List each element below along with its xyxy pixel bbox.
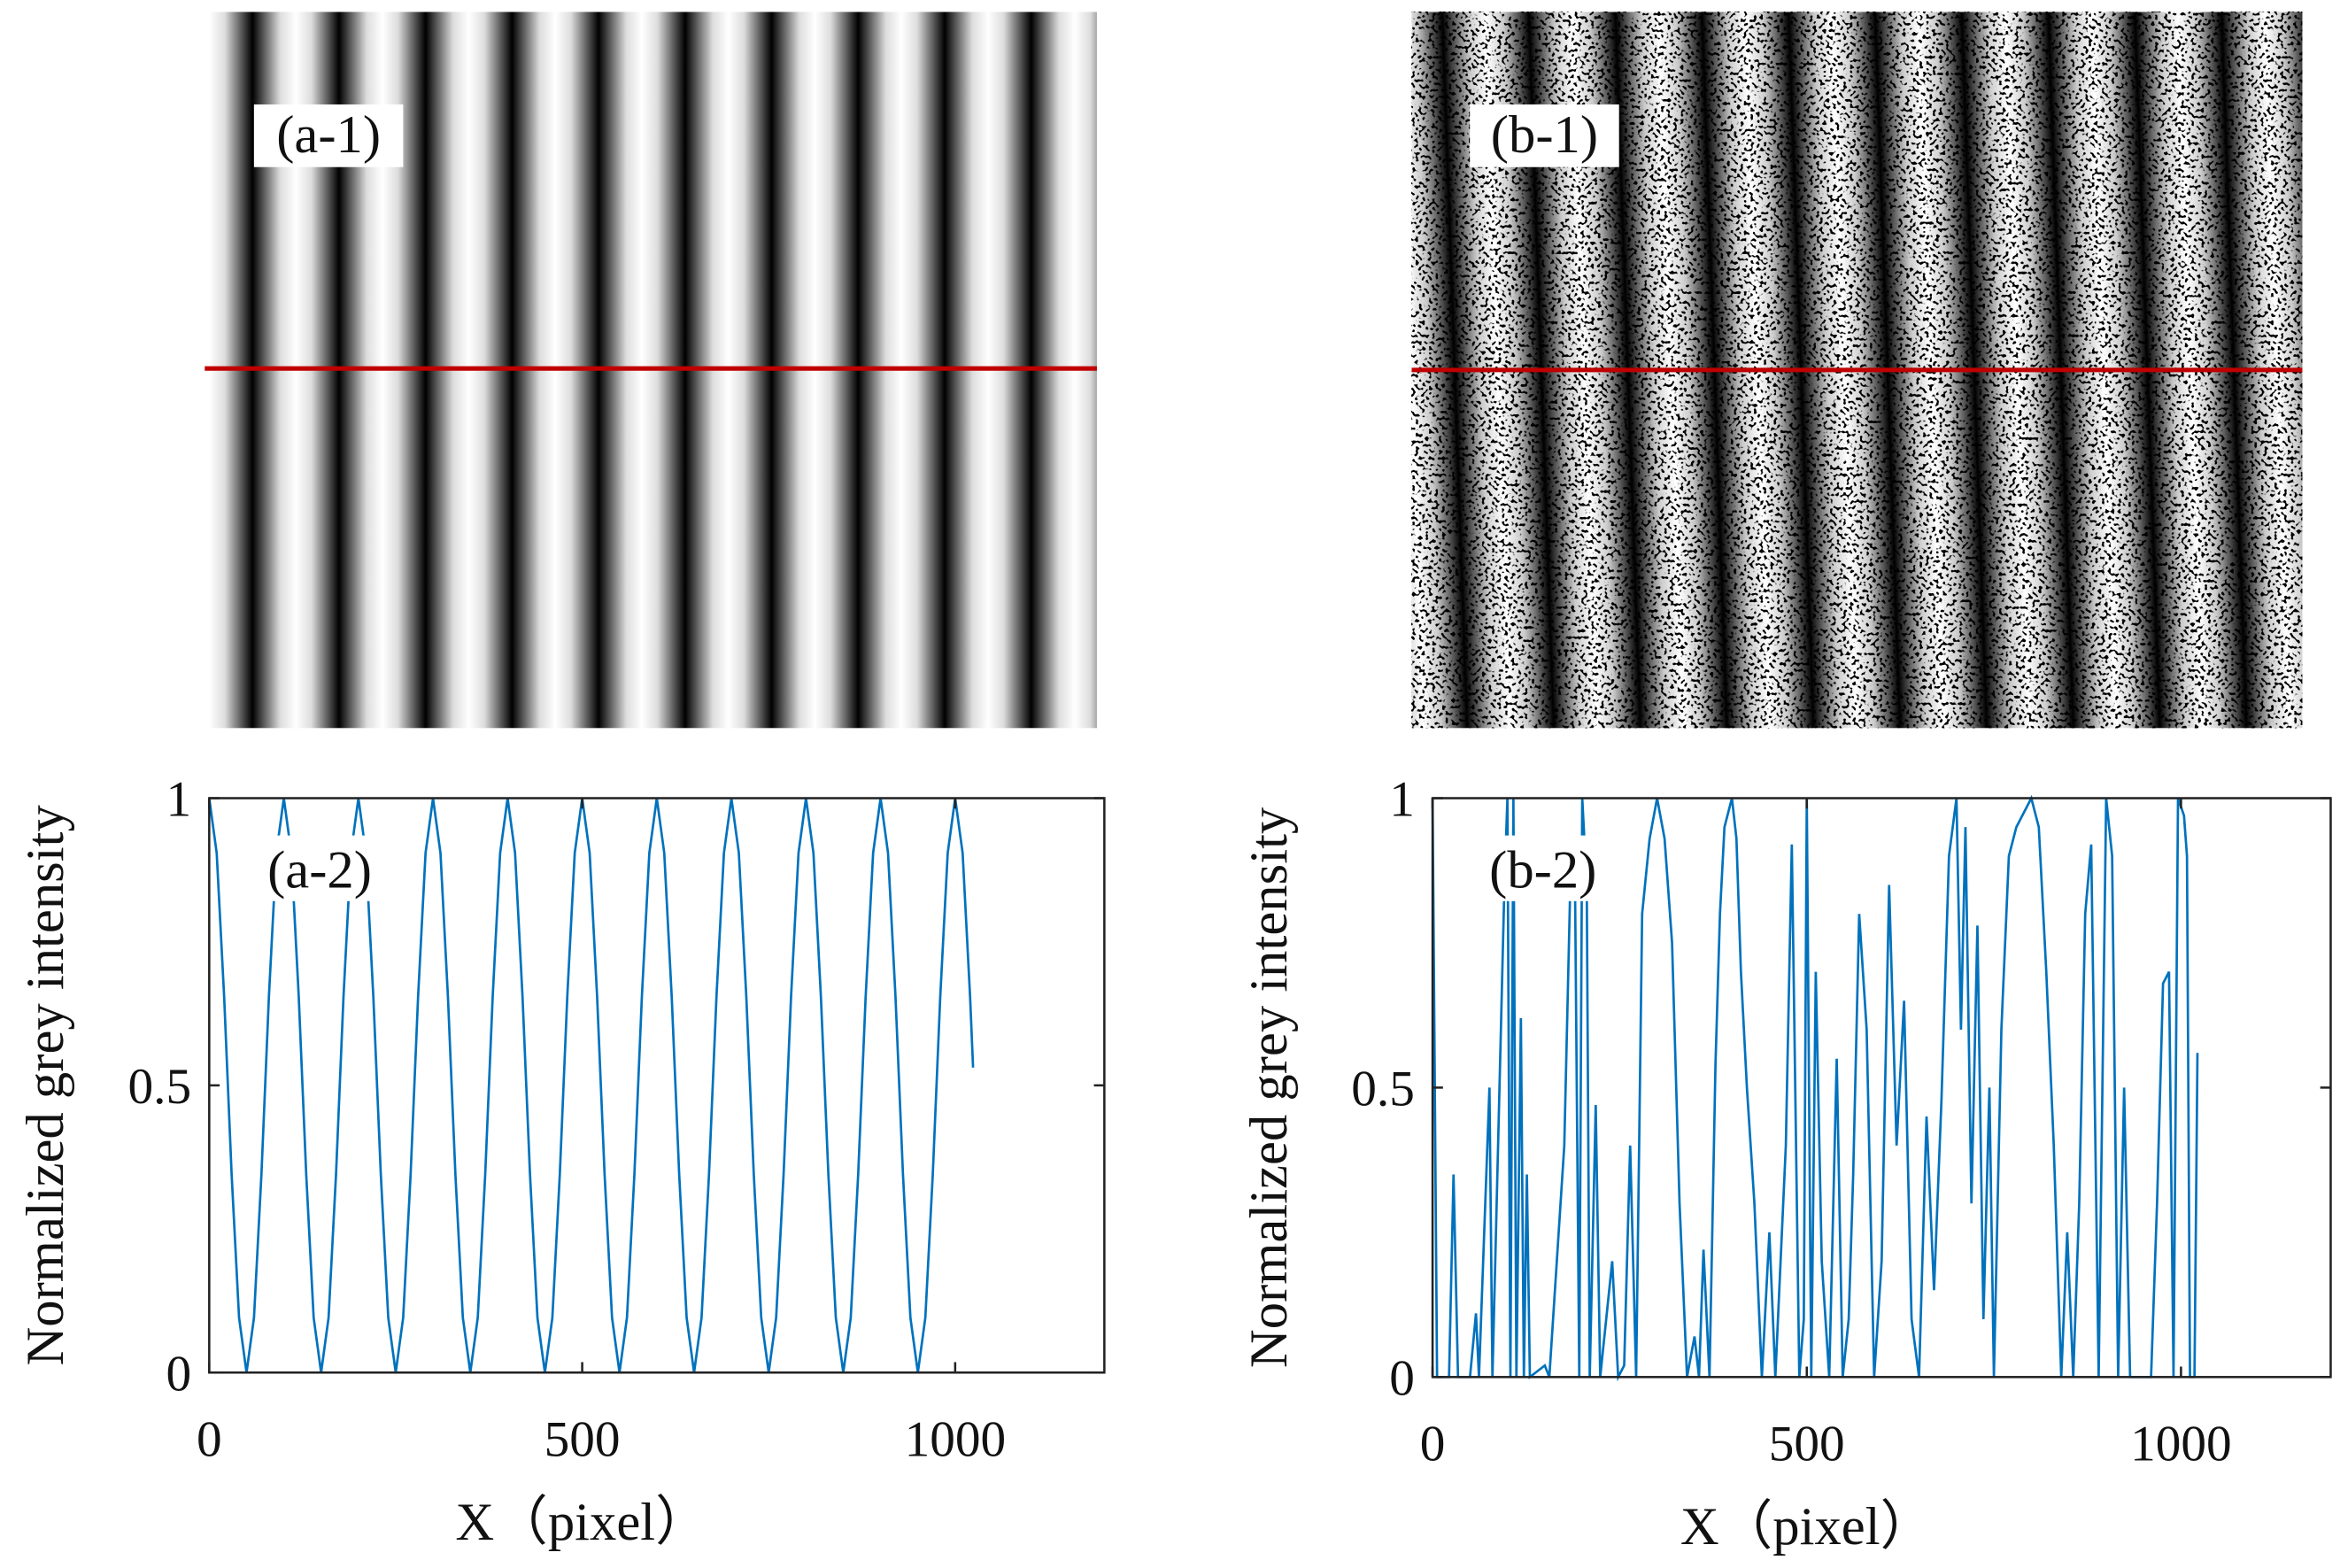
y-tick-label: 1 (166, 772, 191, 828)
label-box (253, 104, 404, 167)
y-tick-label: 0 (166, 1346, 191, 1402)
x-tick-label: 0 (1420, 1417, 1446, 1472)
label-box (1470, 104, 1619, 167)
image-label: (b-1) (1491, 105, 1598, 165)
x-axis-label: X（pixel） (1680, 1497, 1934, 1556)
y-axis-label: Normalized grey intensity (1240, 807, 1299, 1368)
annotation: (a-2) (267, 841, 372, 900)
data-line (207, 798, 975, 1373)
x-axis-label: X（pixel） (455, 1493, 708, 1552)
x-tick-label: 1000 (2130, 1417, 2232, 1472)
y-axis-label: Normalized grey intensity (16, 805, 75, 1366)
x-tick-label: 500 (1769, 1417, 1845, 1472)
annotation: (b-2) (1489, 841, 1596, 900)
annotation-box (1471, 835, 1615, 901)
y-tick-label: 0.5 (127, 1059, 191, 1115)
x-tick-label: 1000 (905, 1412, 1007, 1468)
y-tick-label: 1 (1389, 772, 1415, 828)
y-tick-label: 0 (1389, 1351, 1415, 1407)
annotation-box (248, 835, 391, 901)
image-label: (a-1) (276, 105, 381, 165)
x-tick-label: 0 (197, 1412, 222, 1468)
x-tick-label: 500 (544, 1412, 621, 1468)
y-tick-label: 0.5 (1351, 1062, 1415, 1117)
